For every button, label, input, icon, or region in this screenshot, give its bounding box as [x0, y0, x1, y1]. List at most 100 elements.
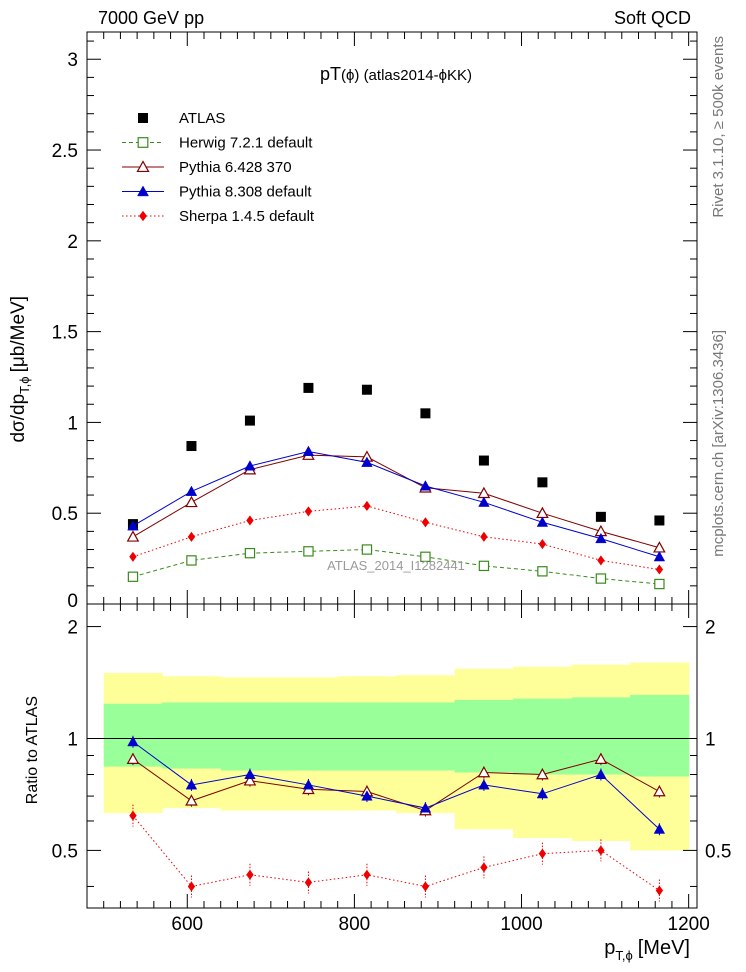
main-point-sherpa-1-4-5-default-6	[480, 531, 488, 542]
ratio-point-sherpa-1-4-5-default-4	[363, 869, 371, 880]
main-point-pythia-6-428-370-0	[126, 530, 140, 542]
legend-marker-atlas	[138, 113, 148, 123]
x-tick-label: 600	[171, 914, 203, 935]
main-point-herwig-7-2-1-default-1	[186, 555, 197, 566]
x-tick-label: 1000	[500, 914, 542, 935]
main-point-atlas-4	[361, 384, 372, 395]
legend-label-atlas: ATLAS	[179, 110, 225, 127]
main-point-pythia-8-308-default-0	[127, 520, 139, 531]
main-point-atlas-5	[420, 408, 431, 419]
main-point-herwig-7-2-1-default-5	[420, 551, 431, 562]
main-point-herwig-7-2-1-default-2	[244, 547, 256, 559]
plot-title: pT(ϕ) (atlas2014-ϕKK)	[320, 64, 472, 84]
ratio-point-pythia-8-308-default-3	[302, 779, 315, 790]
legend-label-sherpa-1-4-5-default: Sherpa 1.4.5 default	[179, 208, 315, 225]
ratio-point-pythia-8-308-default-1	[185, 779, 198, 790]
main-point-sherpa-1-4-5-default-8	[597, 555, 605, 566]
main-point-sherpa-1-4-5-default-3	[304, 506, 313, 517]
ratio-point-pythia-8-308-default-7	[536, 787, 549, 799]
main-y-tick-label: 2	[67, 232, 78, 253]
ratio-y-tick-label-right: 1	[705, 729, 716, 750]
ratio-point-sherpa-1-4-5-default-9	[655, 885, 664, 896]
main-point-herwig-7-2-1-default-3	[303, 546, 314, 557]
main-y-tick-label: 2.5	[52, 141, 78, 162]
band-stat-bin-7	[513, 698, 573, 775]
main-point-pythia-6-428-370-1	[185, 495, 198, 508]
main-point-sherpa-1-4-5-default-4	[363, 500, 371, 512]
ratio-point-pythia-8-308-default-5	[419, 802, 432, 813]
ratio-y-tick-label: 2	[67, 618, 78, 639]
main-line-sherpa-1-4-5-default	[132, 505, 660, 570]
main-line-pythia-6-428-370	[132, 454, 660, 549]
main-point-sherpa-1-4-5-default-9	[655, 564, 664, 575]
ratio-point-pythia-8-308-default-9	[653, 823, 666, 834]
main-point-herwig-7-2-1-default-7	[537, 566, 548, 577]
ratio-point-sherpa-1-4-5-default-2	[246, 869, 254, 880]
ratio-point-sherpa-1-4-5-default-8	[597, 845, 605, 856]
main-point-herwig-7-2-1-default-4	[361, 544, 373, 555]
ratio-point-pythia-8-308-default-0	[127, 735, 139, 747]
main-point-pythia-8-308-default-3	[302, 445, 315, 456]
main-y-tick-label: 0.5	[52, 504, 78, 525]
ratio-point-sherpa-1-4-5-default-6	[480, 862, 488, 873]
ratio-point-pythia-6-428-370-7	[536, 767, 549, 780]
ratio-y-axis-label: Ratio to ATLAS	[24, 696, 41, 804]
ratio-y-tick-label: 1	[67, 729, 78, 750]
ratio-point-pythia-8-308-default-4	[361, 790, 373, 801]
main-y-tick-label: 1.5	[52, 323, 78, 344]
ratio-point-sherpa-1-4-5-default-3	[304, 877, 313, 888]
main-point-pythia-8-308-default-7	[536, 516, 549, 527]
ratio-line-pythia-8-308-default	[132, 741, 660, 830]
main-point-sherpa-1-4-5-default-2	[246, 515, 254, 526]
ratio-line-pythia-6-428-370	[132, 758, 660, 812]
analysis-watermark: ATLAS_2014_I1282441	[327, 558, 465, 573]
ratio-point-pythia-6-428-370-2	[243, 774, 257, 786]
band-stat-bin-9	[630, 694, 690, 777]
main-y-tick-label: 3	[67, 50, 78, 71]
main-point-atlas-9	[654, 515, 665, 526]
legend-marker-herwig-7-2-1-default	[137, 137, 149, 148]
x-axis-label: pT,ϕ [MeV]	[604, 937, 690, 963]
ratio-y-tick-label-right: 2	[705, 618, 716, 639]
main-y-axis-label: dσ/dpT,ϕ[μb/MeV]	[8, 296, 32, 443]
main-point-sherpa-1-4-5-default-1	[187, 531, 196, 542]
main-point-pythia-8-308-default-2	[244, 460, 256, 471]
main-point-pythia-8-308-default-1	[185, 485, 198, 496]
ratio-point-pythia-8-308-default-6	[478, 779, 490, 790]
main-point-atlas-7	[537, 477, 548, 488]
side-text-top: Rivet 3.1.10, ≥ 500k events	[710, 36, 727, 218]
main-point-pythia-8-308-default-6	[478, 496, 490, 507]
band-stat-bin-2	[220, 702, 280, 771]
main-y-tick-label: 1	[67, 413, 78, 434]
main-point-atlas-1	[186, 441, 197, 452]
main-y-tick-label: 0	[67, 591, 78, 612]
legend-marker-pythia-8-308-default	[137, 185, 149, 197]
legend-marker-pythia-6-428-370	[136, 160, 150, 173]
band-stat-bin-1	[162, 702, 222, 769]
legend-label-pythia-8-308-default: Pythia 8.308 default	[179, 184, 312, 201]
main-point-pythia-8-308-default-8	[595, 532, 607, 544]
main-point-herwig-7-2-1-default-0	[127, 571, 139, 582]
main-point-sherpa-1-4-5-default-5	[421, 517, 430, 528]
header-right: Soft QCD	[614, 8, 691, 28]
main-point-atlas-6	[478, 455, 489, 466]
legend-label-pythia-6-428-370: Pythia 6.428 370	[179, 159, 292, 176]
band-stat-bin-3	[279, 702, 339, 771]
x-tick-label: 1200	[668, 914, 710, 935]
main-line-pythia-8-308-default	[132, 450, 660, 558]
side-text-bottom: mcplots.cern.ch [arXiv:1306.3436]	[710, 330, 727, 557]
header-left: 7000 GeV pp	[98, 8, 204, 28]
ratio-point-pythia-6-428-370-1	[185, 794, 198, 806]
main-point-pythia-8-308-default-5	[419, 480, 432, 491]
legend-marker-sherpa-1-4-5-default	[139, 210, 147, 222]
ratio-point-sherpa-1-4-5-default-1	[187, 881, 196, 892]
main-point-pythia-8-308-default-9	[653, 550, 666, 562]
band-stat-bin-6	[454, 699, 514, 773]
main-point-pythia-8-308-default-4	[361, 456, 373, 467]
main-point-atlas-2	[244, 415, 255, 426]
band-stat-bin-4	[337, 702, 397, 771]
ratio-point-pythia-6-428-370-9	[653, 785, 666, 797]
band-stat-bin-5	[396, 702, 456, 771]
main-point-herwig-7-2-1-default-6	[478, 560, 490, 572]
